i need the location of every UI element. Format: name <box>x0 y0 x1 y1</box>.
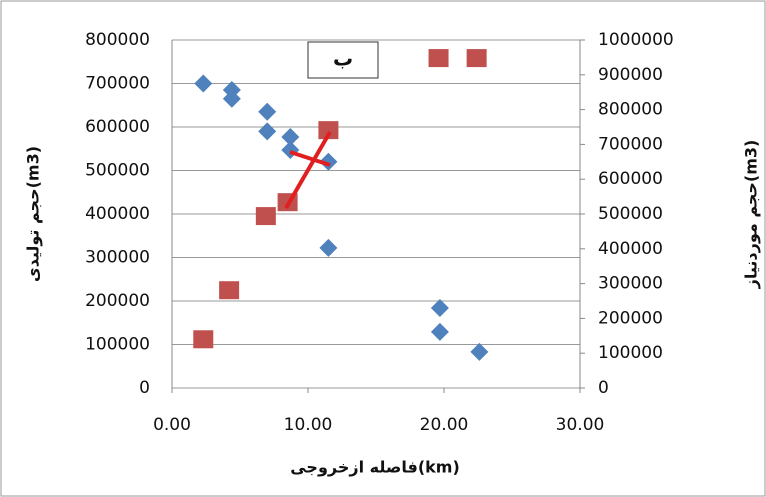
y2-tick-label: 700000 <box>598 134 663 154</box>
point <box>281 128 300 147</box>
y2-axis-title: حجم موردنیاز(m3) <box>742 140 761 290</box>
y-tick-label: 500000 <box>85 161 150 181</box>
y-axis-title: حجم تولیدی(m3) <box>24 146 43 282</box>
point <box>430 322 449 341</box>
y-tick-label: 200000 <box>85 291 150 311</box>
point <box>222 89 241 108</box>
grid: 0 100000 200000 300000 400000 500000 600000 700… <box>85 30 674 435</box>
point <box>255 207 276 226</box>
y-tick-label: 400000 <box>85 204 150 224</box>
y-tick-label: 600000 <box>85 117 150 137</box>
y2-tick-label: 900000 <box>598 65 663 85</box>
point <box>219 281 240 300</box>
y2-tick-label: 100000 <box>598 343 663 363</box>
y-tick-label: 800000 <box>85 30 150 50</box>
point <box>466 49 487 68</box>
x-axis-title: فاصله ازخروجی(km) <box>290 458 460 477</box>
y2-tick-label: 500000 <box>598 204 663 224</box>
point <box>194 74 213 93</box>
y2-tick-label: 300000 <box>598 274 663 294</box>
annotation-line <box>284 130 332 210</box>
annotation-line <box>289 150 331 167</box>
x-tick-label: 10.00 <box>284 415 333 435</box>
annotation-box <box>307 41 379 79</box>
x-tick-label: 20.00 <box>420 415 469 435</box>
y-tick-label: 0 <box>139 378 150 398</box>
point <box>193 330 214 349</box>
y2-tick-label: 600000 <box>598 169 663 189</box>
point <box>318 121 339 140</box>
x-tick-label: 30.00 <box>556 415 605 435</box>
y-tick-label: 100000 <box>85 335 150 355</box>
point <box>470 342 489 361</box>
x-tick-label: 0.00 <box>153 415 191 435</box>
point <box>258 122 277 141</box>
point <box>319 238 338 257</box>
y2-tick-label: 400000 <box>598 239 663 259</box>
point <box>430 298 449 317</box>
y2-tick-label: 0 <box>598 378 609 398</box>
point <box>319 152 338 171</box>
y2-tick-label: 200000 <box>598 308 663 328</box>
point <box>428 49 449 68</box>
y-tick-label: 300000 <box>85 248 150 268</box>
annotation: ب <box>333 47 353 71</box>
y2-tick-label: 1000000 <box>598 30 674 50</box>
y-tick-label: 700000 <box>85 74 150 94</box>
marks <box>193 49 489 361</box>
point <box>258 102 277 121</box>
y2-tick-label: 800000 <box>598 100 663 120</box>
